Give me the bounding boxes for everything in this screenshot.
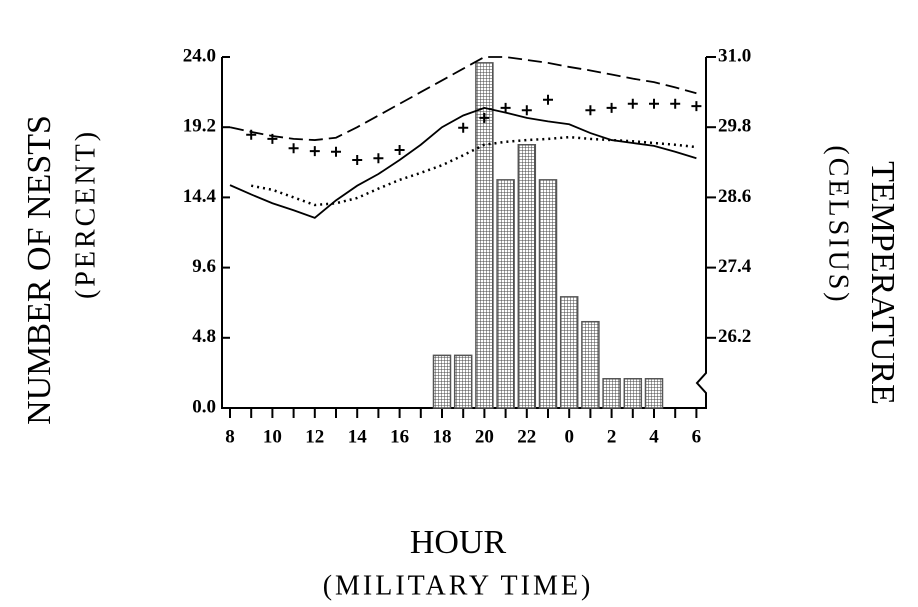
cross-marker [394,145,405,156]
x-tick-label: 12 [305,426,324,447]
cross-marker [606,102,617,113]
y-tick-label: 19.2 [183,116,216,137]
cross-marker [267,133,278,144]
y2-tick-label: 28.6 [718,186,751,207]
bar [581,320,600,409]
bar [644,378,664,409]
y2-tick-label: 26.2 [718,326,751,347]
cross-marker [649,98,659,109]
cross-marker [331,146,341,157]
bar [432,354,452,409]
x-tick-label: 6 [692,426,702,447]
x-tick-label: 20 [475,426,494,447]
x-tick-label: 14 [348,426,368,447]
cross-marker [670,98,681,109]
y2-tick-label: 29.8 [718,116,751,137]
bar [602,378,621,409]
cross-marker [543,94,553,105]
y-axis-label: (PERCENT) [70,129,101,299]
y2-tick-label: 27.4 [718,256,752,277]
y-tick-label: 9.6 [192,256,216,277]
temperature-line [229,106,697,219]
bar [559,296,579,409]
y-tick-label: 24.0 [183,45,216,66]
bar [623,378,643,409]
cross-marker [691,101,702,112]
bar [475,62,494,409]
temperature-line [229,56,697,141]
cross-marker [500,102,511,113]
x-axis-label: (MILITARY TIME) [323,570,594,601]
x-tick-label: 10 [263,426,282,447]
x-tick-label: 8 [225,426,235,447]
cross-marker [521,105,532,116]
cross-marker [373,153,384,164]
x-tick-label: 4 [649,426,659,447]
bar [453,354,473,409]
cross-marker [627,98,638,109]
y2-axis-label: (CELSIUS) [823,145,854,304]
x-tick-label: 18 [433,426,452,447]
x-tick-label: 0 [564,426,574,447]
y-tick-label: 14.4 [183,186,217,207]
x-tick-label: 16 [390,426,409,447]
y-tick-label: 0.0 [192,396,216,417]
cross-marker [246,129,257,140]
y2-tick-label: 31.0 [718,45,751,66]
bar [496,179,515,409]
temperature-line [250,135,697,207]
cross-marker [288,143,299,154]
y2-axis-label: TEMPERATURE [864,161,901,405]
cross-marker [585,105,596,116]
y-tick-label: 4.8 [192,326,216,347]
x-axis-label: HOUR [410,524,507,561]
x-tick-label: 2 [607,426,617,447]
bar [538,179,558,409]
x-tick-label: 22 [517,426,536,447]
cross-marker [479,112,490,123]
y-axis-label: NUMBER OF NESTS [21,115,58,425]
cross-marker [352,154,363,165]
cross-marker [458,122,469,133]
cross-marker [309,146,320,157]
bar [517,144,537,409]
